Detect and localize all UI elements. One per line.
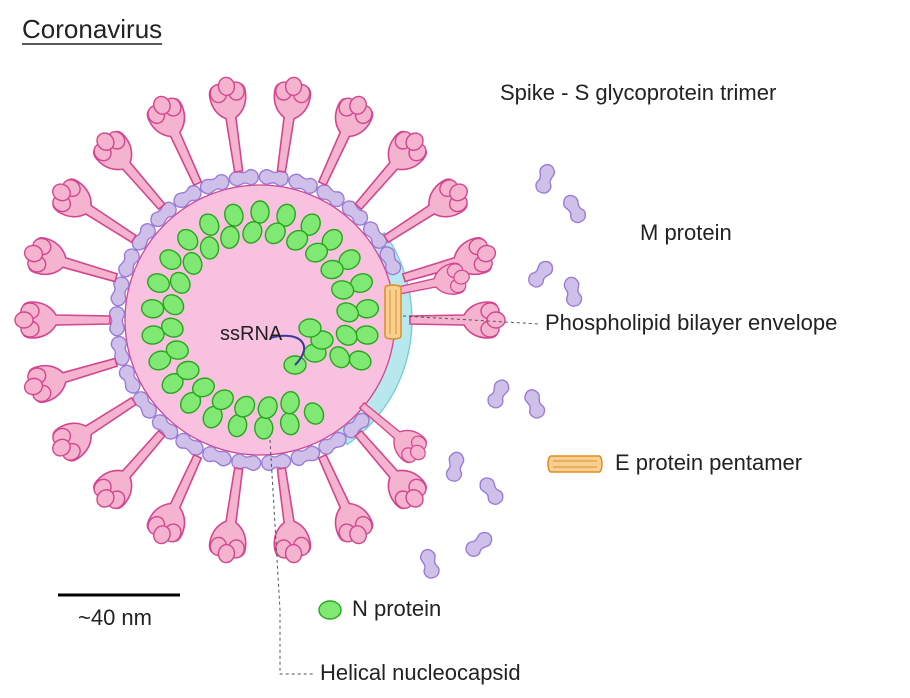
label-envelope: Phospholipid bilayer envelope: [545, 310, 837, 335]
scale-label: ~40 nm: [78, 605, 152, 630]
n-protein-sample: [319, 601, 341, 619]
diagram-title: Coronavirus: [22, 14, 162, 44]
label-n-protein: N protein: [352, 596, 441, 621]
label-m-protein: M protein: [640, 220, 732, 245]
floating-m-proteins: [419, 163, 588, 580]
label-nucleocapsid: Helical nucleocapsid: [320, 660, 521, 685]
label-spike: Spike - S glycoprotein trimer: [500, 80, 776, 105]
label-e-protein: E protein pentamer: [615, 450, 802, 475]
label-ssrna: ssRNA: [220, 323, 283, 345]
e-protein-on-envelope: [385, 285, 401, 339]
e-protein-sample: [548, 456, 602, 472]
